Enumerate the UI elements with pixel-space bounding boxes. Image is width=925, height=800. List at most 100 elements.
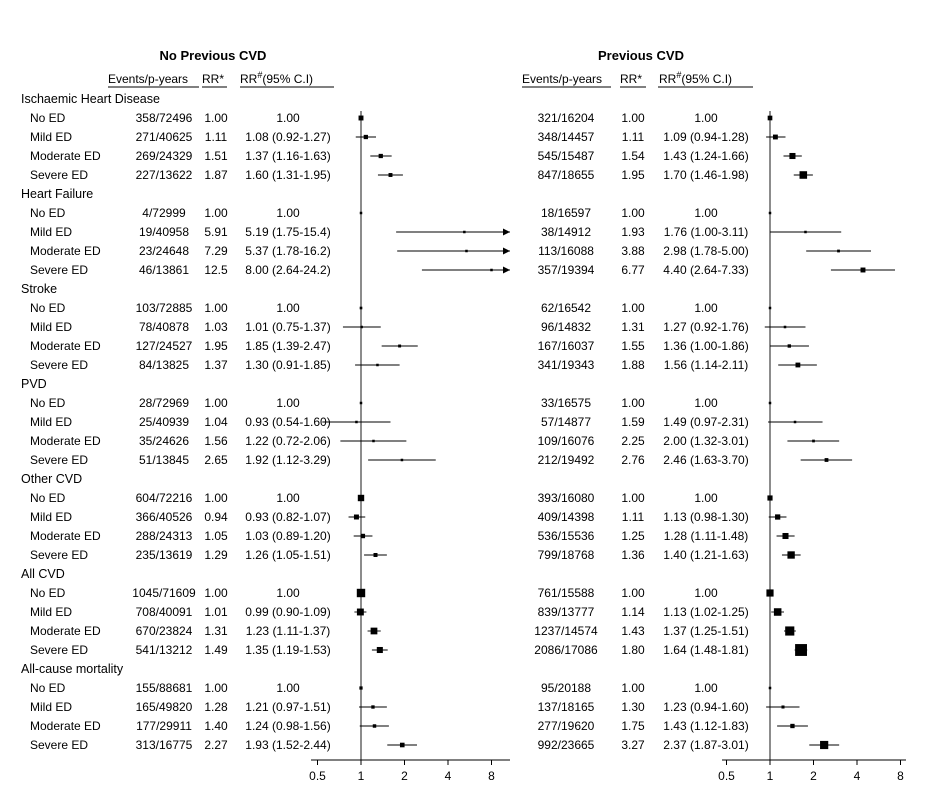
left-ci-arrow-right-heart-failure-mild-ed xyxy=(503,228,510,236)
right-estimate-marker-other-cvd-moderate-ed xyxy=(782,532,789,540)
right-events-other-cvd-no-ed: 393/16080 xyxy=(538,491,595,505)
left-rr-pvd-severe-ed: 2.65 xyxy=(204,453,228,467)
left-events-pvd-no-ed: 28/72969 xyxy=(139,396,189,410)
right-ci-ischaemic-heart-disease-no-ed: 1.00 xyxy=(694,111,718,125)
right-events-stroke-moderate-ed: 167/16037 xyxy=(538,339,595,353)
right-events-all-cvd-moderate-ed: 1237/14574 xyxy=(534,624,598,638)
left-estimate-marker-pvd-moderate-ed xyxy=(372,439,375,443)
right-events-ischaemic-heart-disease-severe-ed: 847/18655 xyxy=(538,168,595,182)
right-rr-stroke-mild-ed: 1.31 xyxy=(621,320,645,334)
row-label-all-cvd-mild-ed: Mild ED xyxy=(30,605,72,619)
right-events-ischaemic-heart-disease-moderate-ed: 545/15487 xyxy=(538,149,595,163)
right-rr-all-cause-mortality-severe-ed: 3.27 xyxy=(621,738,645,752)
left-rr-all-cause-mortality-mild-ed: 1.28 xyxy=(204,700,228,714)
row-label-pvd-mild-ed: Mild ED xyxy=(30,415,72,429)
left-rr-heart-failure-mild-ed: 5.91 xyxy=(204,225,228,239)
right-rr-ischaemic-heart-disease-no-ed: 1.00 xyxy=(621,111,645,125)
right-events-pvd-no-ed: 33/16575 xyxy=(541,396,591,410)
right-rr-other-cvd-mild-ed: 1.11 xyxy=(622,510,645,524)
left-rr-all-cvd-moderate-ed: 1.31 xyxy=(204,624,228,638)
left-rr-pvd-no-ed: 1.00 xyxy=(204,396,228,410)
left-x-tick-label-1: 1 xyxy=(358,769,365,783)
left-events-other-cvd-severe-ed: 235/13619 xyxy=(136,548,193,562)
left-ci-all-cvd-no-ed: 1.00 xyxy=(276,586,300,600)
right-ci-all-cause-mortality-no-ed: 1.00 xyxy=(694,681,718,695)
right-x-tick-label-2: 2 xyxy=(810,769,817,783)
right-estimate-marker-stroke-moderate-ed xyxy=(787,344,791,348)
right-header-rr: RR* xyxy=(620,72,642,86)
right-events-all-cause-mortality-mild-ed: 137/18165 xyxy=(538,700,595,714)
right-ci-stroke-moderate-ed: 1.36 (1.00-1.86) xyxy=(663,339,748,353)
row-label-all-cause-mortality-moderate-ed: Moderate ED xyxy=(30,719,101,733)
left-estimate-marker-ischaemic-heart-disease-severe-ed xyxy=(388,173,393,177)
right-events-stroke-no-ed: 62/16542 xyxy=(541,301,591,315)
right-ci-all-cvd-severe-ed: 1.64 (1.48-1.81) xyxy=(663,643,748,657)
row-label-ischaemic-heart-disease-severe-ed: Severe ED xyxy=(30,168,88,182)
right-ci-pvd-no-ed: 1.00 xyxy=(694,396,718,410)
right-ci-ischaemic-heart-disease-mild-ed: 1.09 (0.94-1.28) xyxy=(663,130,748,144)
right-ci-other-cvd-mild-ed: 1.13 (0.98-1.30) xyxy=(663,510,748,524)
left-ci-heart-failure-mild-ed: 5.19 (1.75-15.4) xyxy=(245,225,330,239)
right-ci-other-cvd-no-ed: 1.00 xyxy=(694,491,718,505)
left-ci-other-cvd-mild-ed: 0.93 (0.82-1.07) xyxy=(245,510,330,524)
left-ci-arrow-right-heart-failure-moderate-ed xyxy=(503,247,510,255)
left-estimate-marker-all-cvd-severe-ed xyxy=(376,646,383,654)
left-rr-all-cause-mortality-severe-ed: 2.27 xyxy=(204,738,228,752)
left-ci-stroke-severe-ed: 1.30 (0.91-1.85) xyxy=(245,358,330,372)
right-estimate-marker-all-cause-mortality-moderate-ed xyxy=(790,723,795,729)
left-ci-all-cause-mortality-severe-ed: 1.93 (1.52-2.44) xyxy=(245,738,330,752)
right-estimate-marker-ischaemic-heart-disease-mild-ed xyxy=(772,134,778,140)
right-rr-heart-failure-severe-ed: 6.77 xyxy=(621,263,645,277)
right-ci-heart-failure-no-ed: 1.00 xyxy=(694,206,718,220)
right-header-events: Events/p-years xyxy=(522,72,602,86)
panel-title-no-previous-cvd: No Previous CVD xyxy=(160,48,267,63)
left-events-all-cause-mortality-severe-ed: 313/16775 xyxy=(136,738,193,752)
right-estimate-marker-heart-failure-mild-ed xyxy=(804,230,807,234)
right-rr-other-cvd-no-ed: 1.00 xyxy=(621,491,645,505)
left-x-tick-label-2: 2 xyxy=(401,769,408,783)
right-rr-heart-failure-mild-ed: 1.93 xyxy=(621,225,645,239)
right-rr-all-cvd-moderate-ed: 1.43 xyxy=(621,624,645,638)
right-events-heart-failure-moderate-ed: 113/16088 xyxy=(538,244,594,258)
left-events-ischaemic-heart-disease-severe-ed: 227/13622 xyxy=(136,168,193,182)
right-events-stroke-mild-ed: 96/14832 xyxy=(541,320,591,334)
left-estimate-marker-other-cvd-mild-ed xyxy=(353,514,359,520)
left-x-tick-label-8: 8 xyxy=(488,769,495,783)
left-rr-all-cause-mortality-moderate-ed: 1.40 xyxy=(204,719,228,733)
right-header-rr-ci: RR#(95% C.I) xyxy=(659,70,732,86)
row-label-other-cvd-severe-ed: Severe ED xyxy=(30,548,88,562)
row-label-heart-failure-moderate-ed: Moderate ED xyxy=(30,244,101,258)
right-rr-ischaemic-heart-disease-severe-ed: 1.95 xyxy=(621,168,645,182)
right-x-tick-label-0-5: 0.5 xyxy=(718,769,735,783)
left-ci-stroke-moderate-ed: 1.85 (1.39-2.47) xyxy=(245,339,330,353)
left-estimate-marker-heart-failure-severe-ed xyxy=(490,268,493,272)
left-ci-all-cause-mortality-moderate-ed: 1.24 (0.98-1.56) xyxy=(245,719,330,733)
left-events-heart-failure-severe-ed: 46/13861 xyxy=(139,263,189,277)
left-rr-other-cvd-moderate-ed: 1.05 xyxy=(204,529,228,543)
left-rr-other-cvd-no-ed: 1.00 xyxy=(204,491,228,505)
right-estimate-marker-heart-failure-severe-ed xyxy=(860,267,866,273)
left-events-other-cvd-no-ed: 604/72216 xyxy=(136,491,193,505)
right-events-all-cvd-mild-ed: 839/13777 xyxy=(538,605,595,619)
row-label-all-cvd-severe-ed: Severe ED xyxy=(30,643,88,657)
right-estimate-marker-other-cvd-mild-ed xyxy=(775,514,781,520)
left-estimate-marker-other-cvd-severe-ed xyxy=(373,553,378,557)
left-estimate-marker-all-cause-mortality-moderate-ed xyxy=(372,724,377,728)
right-estimate-marker-other-cvd-severe-ed xyxy=(787,551,795,559)
right-ci-ischaemic-heart-disease-moderate-ed: 1.43 (1.24-1.66) xyxy=(663,149,748,163)
right-ci-pvd-moderate-ed: 2.00 (1.32-3.01) xyxy=(663,434,748,448)
right-rr-all-cvd-mild-ed: 1.14 xyxy=(621,605,645,619)
left-estimate-marker-pvd-severe-ed xyxy=(400,458,404,462)
right-events-ischaemic-heart-disease-no-ed: 321/16204 xyxy=(538,111,595,125)
left-rr-heart-failure-moderate-ed: 7.29 xyxy=(204,244,228,258)
left-events-ischaemic-heart-disease-no-ed: 358/72496 xyxy=(136,111,193,125)
right-events-all-cvd-no-ed: 761/15588 xyxy=(538,586,595,600)
right-rr-stroke-severe-ed: 1.88 xyxy=(621,358,645,372)
left-rr-heart-failure-no-ed: 1.00 xyxy=(204,206,228,220)
left-events-stroke-mild-ed: 78/40878 xyxy=(139,320,189,334)
left-events-all-cvd-no-ed: 1045/71609 xyxy=(132,586,196,600)
right-rr-stroke-no-ed: 1.00 xyxy=(621,301,645,315)
left-ci-all-cvd-moderate-ed: 1.23 (1.11-1.37) xyxy=(246,624,331,638)
left-estimate-marker-all-cvd-moderate-ed xyxy=(370,627,378,635)
left-events-stroke-severe-ed: 84/13825 xyxy=(139,358,189,372)
